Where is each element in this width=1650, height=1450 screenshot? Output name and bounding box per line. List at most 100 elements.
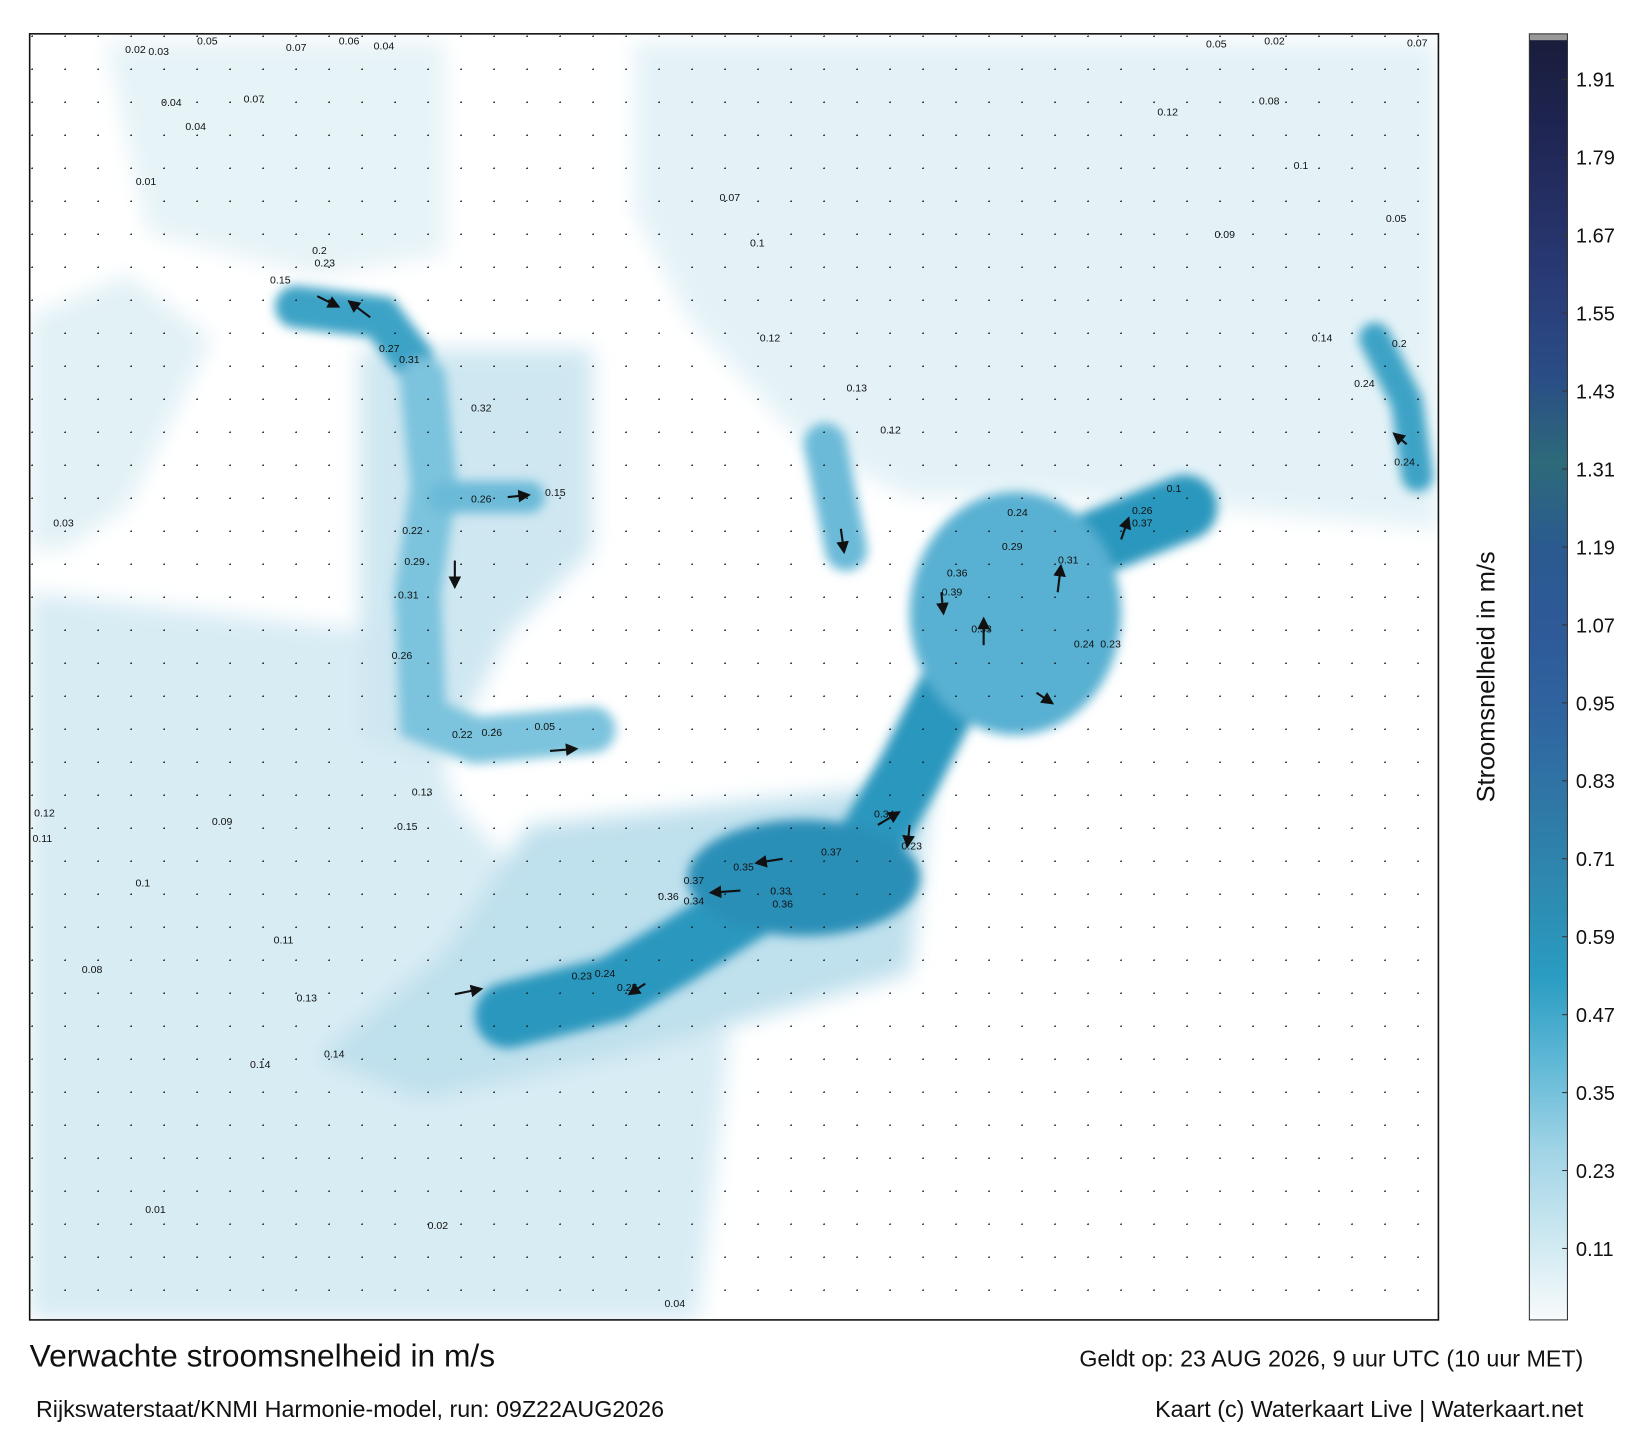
colorbar-tick-label: 1.91 <box>1576 70 1615 92</box>
colorbar-tick-label: 1.43 <box>1576 381 1615 403</box>
speed-label: 0.01 <box>145 1204 166 1216</box>
speed-label: 0.23 <box>314 258 335 270</box>
speed-label: 0.2 <box>312 245 327 257</box>
speed-label: 0.13 <box>846 382 867 394</box>
speed-label: 0.03 <box>53 518 74 530</box>
speed-label: 0.15 <box>545 487 566 499</box>
speed-label: 0.26 <box>482 727 503 739</box>
speed-label: 0.26 <box>1132 505 1153 517</box>
speed-label: 0.24 <box>1394 456 1415 468</box>
speed-label: 0.23 <box>571 970 592 982</box>
colorbar-tick-label: 0.71 <box>1576 849 1615 871</box>
speed-label: 0.34 <box>874 809 895 821</box>
speed-label: 0.07 <box>1407 38 1428 50</box>
grid-dots <box>29 33 1439 1320</box>
speed-label: 0.08 <box>1259 96 1280 108</box>
speed-label: 0.22 <box>402 525 423 537</box>
speed-label: 0.04 <box>185 121 206 133</box>
colorbar-tick-label: 1.55 <box>1576 304 1615 326</box>
speed-label: 0.05 <box>1386 213 1407 225</box>
speed-label: 0.02 <box>1264 35 1285 47</box>
speed-label: 0.01 <box>136 176 157 188</box>
speed-labels: 0.02 0.030.050.070.06 0.040.04 0.070.040.01… <box>32 35 1427 1310</box>
speed-label: 0.03 <box>148 46 169 58</box>
speed-label: 0.04 <box>161 97 182 109</box>
speed-label: 0.33 <box>971 623 992 635</box>
speed-label: 0.31 <box>399 354 420 366</box>
colorbar-frame <box>1528 33 1568 1321</box>
speed-label: 0.36 <box>658 891 679 903</box>
colorbar-tick-label: 0.23 <box>1576 1161 1615 1183</box>
speed-label: 0.36 <box>947 567 968 579</box>
speed-label: 0.05 <box>197 35 218 47</box>
speed-label: 0.02 <box>125 44 146 56</box>
speed-label: 0.05 <box>534 721 555 733</box>
speed-label: 0.2 <box>1392 338 1407 350</box>
speed-label: 0.15 <box>270 274 291 286</box>
speed-label: 0.26 <box>471 493 492 505</box>
speed-label: 0.07 <box>244 94 265 106</box>
speed-label: 0.09 <box>1214 229 1235 241</box>
speed-label: 0.11 <box>32 833 52 845</box>
colorbar-top <box>1529 33 1568 41</box>
speed-label: 0.06 <box>339 35 360 47</box>
speed-label: 0.23 <box>1100 638 1121 650</box>
colorbar-tick-label: 1.79 <box>1576 148 1615 170</box>
colorbar-tick-label: 1.31 <box>1576 459 1615 481</box>
speed-label: 0.33 <box>770 886 791 898</box>
speed-label: 0.07 <box>720 192 741 204</box>
colorbar: 0.11 0.23 0.35 0.47 0.59 0.71 0.83 0.95 1.07 1.19… <box>1528 33 1615 1321</box>
speed-label: 0.34 <box>684 895 705 907</box>
subtitle: Rijkswaterstaat/KNMI Harmonie-model, run… <box>36 1396 664 1422</box>
speed-label: 0.04 <box>665 1298 686 1310</box>
colorbar-label: Stroomsnelheid in m/s <box>1472 551 1500 802</box>
speed-label: 0.13 <box>412 786 433 798</box>
speed-label: 0.12 <box>34 807 55 819</box>
speed-label: 0.13 <box>296 993 317 1005</box>
speed-label: 0.29 <box>404 556 425 568</box>
speed-label: 0.04 <box>374 41 395 53</box>
speed-label: 0.14 <box>250 1059 271 1071</box>
colorbar-tick-label: 1.07 <box>1576 615 1615 637</box>
speed-label: 0.31 <box>1058 555 1079 567</box>
colorbar-tick-label: 0.59 <box>1576 927 1615 949</box>
speed-label: 0.24 <box>1007 507 1028 519</box>
speed-label: 0.11 <box>274 934 294 946</box>
speed-label: 0.29 <box>1002 541 1023 553</box>
speed-label: 0.36 <box>772 898 793 910</box>
speed-label: 0.07 <box>286 42 307 54</box>
speed-label: 0.25 <box>617 982 638 994</box>
speed-label: 0.26 <box>392 650 413 662</box>
speed-label: 0.14 <box>1312 333 1333 345</box>
speed-label: 0.1 <box>1294 160 1309 172</box>
colorbar-tick-label: 1.19 <box>1576 537 1615 559</box>
current-arrows <box>316 295 1408 998</box>
speed-label: 0.24 <box>595 968 616 980</box>
speed-label: 0.15 <box>397 821 418 833</box>
speed-label: 0.37 <box>684 875 705 887</box>
colorbar-tick-label: 0.47 <box>1576 1005 1615 1027</box>
speed-label: 0.12 <box>1157 106 1178 118</box>
colorbar-fill <box>1529 33 1568 1320</box>
colorbar-tick-label: 0.11 <box>1576 1239 1614 1261</box>
speed-label: 0.31 <box>398 590 419 602</box>
speed-label: 0.12 <box>760 333 781 345</box>
colorbar-tick-label: 0.95 <box>1576 693 1615 715</box>
speed-label: 0.22 <box>452 729 473 741</box>
speed-label: 0.08 <box>82 964 103 976</box>
speed-label: 0.02 <box>428 1220 449 1232</box>
map-frame <box>28 33 1440 1321</box>
colorbar-tick-label: 0.35 <box>1576 1083 1615 1105</box>
speed-label: 0.1 <box>1167 483 1182 495</box>
speed-label: 0.1 <box>135 877 150 889</box>
speed-label: 0.14 <box>324 1049 345 1061</box>
speed-label: 0.27 <box>379 343 400 355</box>
speed-label: 0.09 <box>212 816 233 828</box>
credit: Kaart (c) Waterkaart Live | Waterkaart.n… <box>1155 1396 1584 1422</box>
speed-label: 0.37 <box>821 847 842 859</box>
valid-time: Geldt op: 23 AUG 2026, 9 uur UTC (10 uur… <box>1079 1345 1583 1371</box>
speed-label: 0.37 <box>1132 518 1153 530</box>
speed-label: 0.23 <box>901 840 922 852</box>
speed-label: 0.24 <box>1074 638 1095 650</box>
